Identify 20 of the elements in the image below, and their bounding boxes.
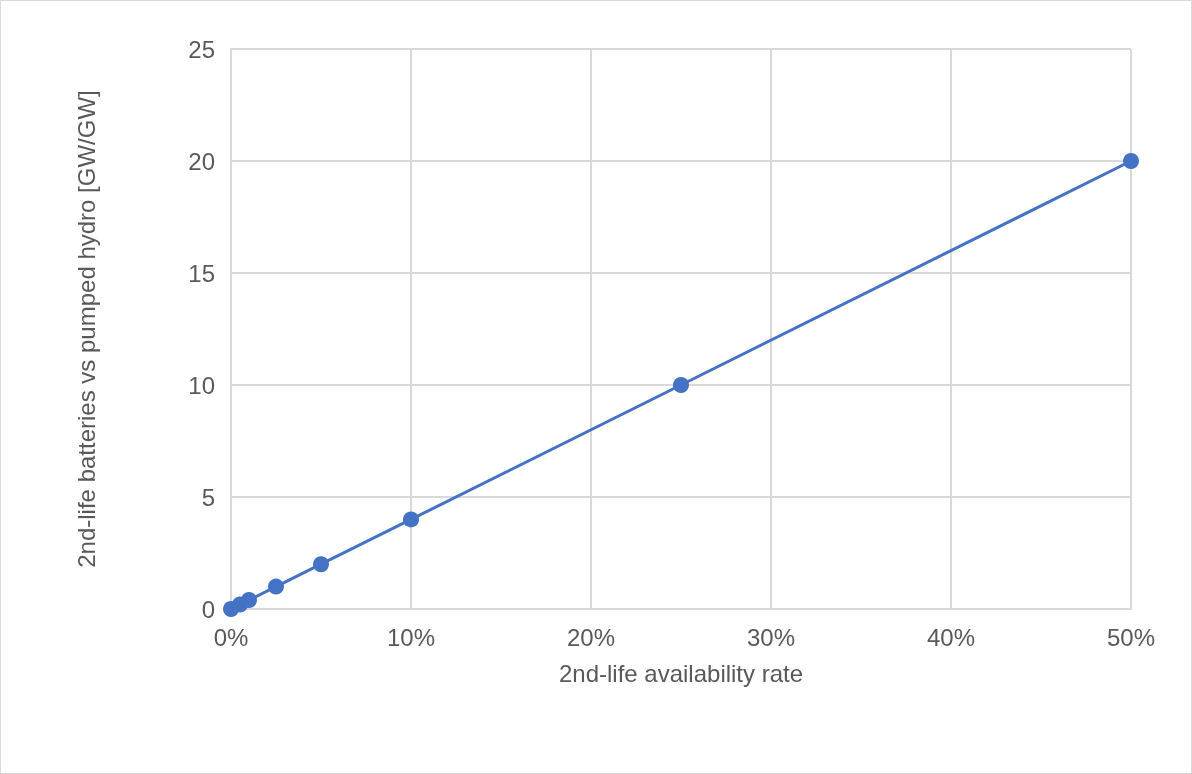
x-axis-title: 2nd-life availability rate: [558, 659, 804, 687]
y-tick-label: 0: [201, 595, 215, 623]
y-axis-title: 2nd-life batteries vs pumped hydro [GW/GW]: [72, 90, 100, 568]
y-tick-label: 25: [188, 35, 215, 63]
point: [241, 592, 257, 609]
x-tick-label: 0%: [213, 623, 249, 651]
point: [403, 511, 419, 528]
y-tick-label: 20: [188, 147, 215, 175]
point: [268, 578, 284, 595]
x-tick-label: 30%: [746, 623, 796, 651]
x-tick-label: 40%: [926, 623, 976, 651]
y-tick-label: 5: [201, 483, 215, 511]
x-tick-label: 50%: [1106, 623, 1156, 651]
y-tick-label: 15: [188, 259, 215, 287]
point: [673, 377, 689, 393]
x-tick-label: 10%: [386, 623, 436, 651]
x-tick-label: 20%: [566, 623, 616, 651]
y-tick-label: 10: [188, 371, 215, 399]
point: [1123, 153, 1139, 169]
point: [313, 556, 329, 573]
